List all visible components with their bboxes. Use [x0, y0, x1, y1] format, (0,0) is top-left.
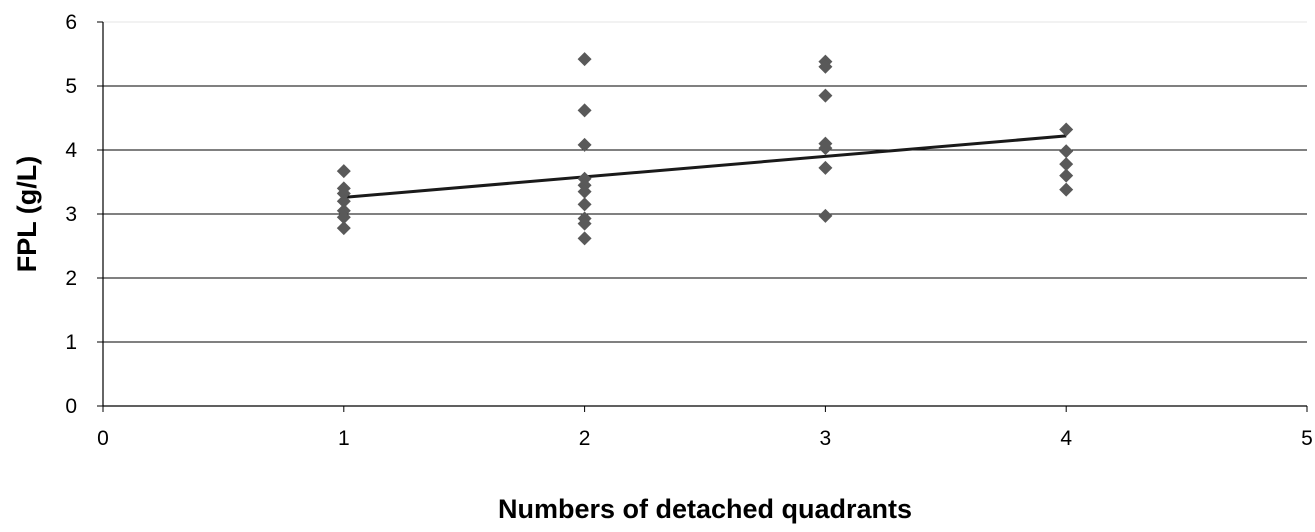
data-point [1059, 157, 1074, 172]
data-point [1059, 144, 1074, 159]
tick-labels: 0 1 2 3 4 5 6 0 1 2 3 4 5 [65, 11, 1313, 450]
y-tick-label-2: 2 [65, 267, 77, 290]
data-point [577, 197, 592, 212]
data-point [336, 186, 351, 201]
trend-line [343, 134, 1067, 199]
data-point [1059, 168, 1074, 183]
data-point [818, 59, 833, 74]
data-point [1059, 182, 1074, 197]
data-point [818, 160, 833, 175]
y-tick-label-3: 3 [65, 203, 77, 226]
data-point [577, 103, 592, 118]
data-point [818, 208, 833, 223]
gridlines [103, 21, 1307, 343]
y-axis-title: FPL (g/L) [12, 156, 42, 272]
data-point [577, 231, 592, 246]
x-tick-label-5: 5 [1301, 427, 1313, 450]
data-point [577, 216, 592, 231]
trend-lines [343, 134, 1067, 199]
data-point [818, 141, 833, 156]
data-point [577, 137, 592, 152]
x-axis-title: Numbers of detached quadrants [498, 494, 912, 524]
y-tick-label-1: 1 [65, 331, 77, 354]
data-point [818, 88, 833, 103]
data-point [577, 184, 592, 199]
x-tick-label-2: 2 [579, 427, 591, 450]
data-point [577, 52, 592, 67]
y-tick-label-6: 6 [65, 11, 77, 34]
data-point [336, 210, 351, 225]
x-tick-label-0: 0 [97, 427, 109, 450]
x-tick-label-3: 3 [820, 427, 832, 450]
axes [97, 21, 1308, 412]
data-point [1059, 122, 1074, 137]
data-point [336, 221, 351, 236]
data-points [336, 52, 1074, 246]
x-tick-label-4: 4 [1060, 427, 1072, 450]
y-tick-label-5: 5 [65, 75, 77, 98]
x-tick-label-1: 1 [338, 427, 350, 450]
y-tick-label-4: 4 [65, 139, 77, 162]
y-tick-label-0: 0 [65, 395, 77, 418]
data-point [336, 194, 351, 209]
data-point [336, 164, 351, 179]
